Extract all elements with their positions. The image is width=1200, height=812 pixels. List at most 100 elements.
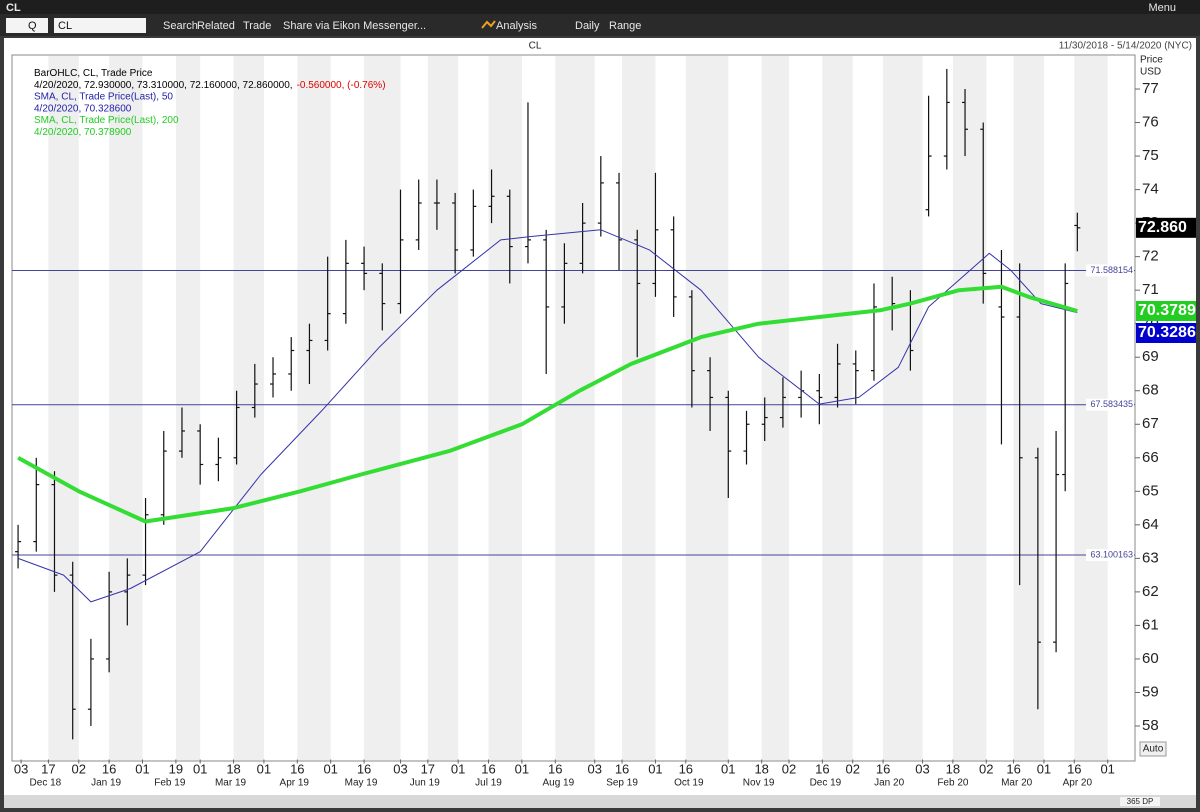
analysis-icon	[481, 20, 496, 29]
y-tick-label: 65	[1142, 482, 1159, 499]
y-tick-label: 68	[1142, 382, 1159, 399]
legend-text: 4/20/2020, 70.378900	[34, 127, 132, 138]
reference-label: 71.588154	[1090, 265, 1133, 275]
y-tick-label: 58	[1142, 717, 1159, 734]
toolbar-item[interactable]: Search	[163, 20, 198, 32]
reference-label: 67.583435	[1090, 399, 1133, 409]
reference-label: 63.100163	[1090, 549, 1133, 559]
x-tick-label: 02	[845, 761, 859, 776]
y-tick-label: 64	[1142, 516, 1159, 533]
legend-text: 4/20/2020, 70.328600	[34, 103, 132, 114]
date-range: 11/30/2018 - 5/14/2020 (NYC)	[1059, 41, 1192, 52]
y-tick-label: 74	[1142, 181, 1159, 198]
y-axis-unit: USD	[1140, 67, 1161, 78]
plot-frame	[11, 54, 1136, 762]
x-tick-label: 16	[102, 761, 116, 776]
legend-text: SMA, CL, Trade Price(Last), 50	[34, 91, 173, 102]
legend-line: 4/20/2020, 72.930000, 73.310000, 72.1600…	[34, 79, 386, 90]
x-tick-label: 01	[193, 761, 207, 776]
x-tick-label: 17	[421, 761, 435, 776]
toolbar-item[interactable]: CL	[58, 20, 72, 32]
background-stripe	[297, 56, 331, 760]
background-stripe	[1013, 56, 1044, 760]
y-tick-label: 60	[1142, 650, 1159, 667]
y-tick-label: 76	[1142, 114, 1159, 131]
x-month-label: Feb 20	[937, 778, 969, 789]
x-month-label: Oct 19	[674, 778, 704, 789]
menu[interactable]: Menu	[1148, 2, 1176, 14]
auto-label[interactable]: Auto	[1143, 744, 1164, 755]
x-tick-label: 03	[14, 761, 28, 776]
x-tick-label: 18	[946, 761, 960, 776]
x-tick-label: 01	[257, 761, 271, 776]
background-stripe	[883, 56, 923, 760]
x-tick-label: 19	[169, 761, 183, 776]
price-badge	[1136, 322, 1196, 343]
legend-line: 4/20/2020, 70.378900	[34, 127, 132, 138]
y-tick-label: 67	[1142, 415, 1159, 432]
x-tick-label: 16	[481, 761, 495, 776]
price-badge	[1136, 217, 1196, 238]
auto-button[interactable]	[1139, 741, 1167, 757]
reference-label-bg	[1086, 548, 1134, 561]
x-tick-label: 01	[721, 761, 735, 776]
legend-text: SMA, CL, Trade Price(Last), 200	[34, 115, 179, 126]
y-tick-label: 71	[1142, 281, 1159, 298]
scroll-label-box	[1120, 797, 1160, 806]
y-tick-label: 62	[1142, 583, 1159, 600]
x-month-label: Dec 19	[810, 778, 842, 789]
y-axis-label: Price	[1140, 55, 1163, 66]
legend-text: -0.560000, (-0.76%)	[297, 79, 386, 90]
toolbar-item[interactable]: Daily	[575, 20, 600, 32]
toolbar-item[interactable]: Range	[609, 20, 641, 32]
toolbar-item[interactable]: Share via Eikon Messenger...	[283, 20, 426, 32]
x-tick-label: 02	[782, 761, 796, 776]
background-stripe	[364, 56, 401, 760]
title-bar	[0, 0, 1200, 14]
scrollbar[interactable]	[4, 795, 1196, 808]
y-tick-label: 77	[1142, 80, 1159, 97]
toolbar-item[interactable]: Trade	[243, 20, 271, 32]
y-tick-label: 66	[1142, 449, 1159, 466]
background-stripe	[622, 56, 656, 760]
x-tick-label: 01	[515, 761, 529, 776]
legend-line: 4/20/2020, 70.328600	[34, 103, 132, 114]
x-tick-label: 16	[1067, 761, 1081, 776]
reference-label-bg	[1086, 264, 1134, 277]
x-month-label: May 19	[345, 778, 378, 789]
x-tick-label: 01	[1037, 761, 1051, 776]
toolbar-item[interactable]: Related	[197, 20, 235, 32]
x-month-label: Apr 20	[1063, 778, 1093, 789]
x-tick-label: 02	[979, 761, 993, 776]
ric-type-box[interactable]	[6, 18, 48, 33]
y-tick-label: 63	[1142, 549, 1159, 566]
background-stripe	[488, 56, 522, 760]
toolbar-item[interactable]: Q	[28, 20, 37, 32]
x-month-label: Mar 19	[215, 778, 247, 789]
x-month-label: Feb 19	[154, 778, 186, 789]
x-tick-label: 02	[72, 761, 86, 776]
x-tick-label: 16	[357, 761, 371, 776]
background-stripe	[555, 56, 595, 760]
x-tick-label: 03	[393, 761, 407, 776]
x-tick-label: 16	[615, 761, 629, 776]
reference-label-bg	[1086, 398, 1134, 411]
background-stripe	[48, 56, 79, 760]
price-badge-label: 70.3789	[1138, 302, 1196, 319]
price-badge-label: 72.860	[1138, 219, 1187, 236]
legend-line: BarOHLC, CL, Trade Price	[34, 68, 153, 79]
legend-text: 4/20/2020, 72.930000, 73.310000, 72.1600…	[34, 79, 293, 90]
background-stripe	[685, 56, 729, 760]
x-tick-label: 18	[226, 761, 240, 776]
chart-title: CL	[529, 41, 542, 52]
toolbar-item[interactable]: Analysis	[496, 20, 537, 32]
legend-text: BarOHLC, CL, Trade Price	[34, 68, 153, 79]
x-tick-label: 01	[451, 761, 465, 776]
x-tick-label: 16	[290, 761, 304, 776]
x-month-label: Jan 20	[874, 778, 904, 789]
ric-input[interactable]	[54, 18, 146, 33]
price-badge-label: 70.3286	[1138, 324, 1196, 341]
window-title: CL	[6, 2, 21, 14]
background-stripe	[427, 56, 459, 760]
